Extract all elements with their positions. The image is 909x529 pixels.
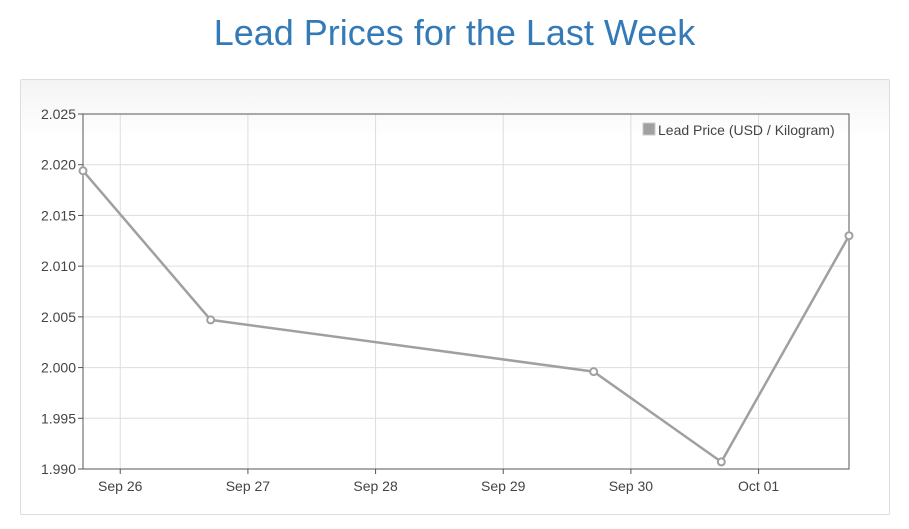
x-tick-label: Sep 29 — [481, 478, 526, 494]
y-tick-label: 2.000 — [41, 360, 76, 376]
data-point[interactable] — [589, 367, 599, 377]
legend-swatch — [642, 122, 656, 136]
y-tick-label: 2.025 — [41, 106, 76, 122]
y-tick-label: 2.020 — [41, 157, 76, 173]
legend-label: Lead Price (USD / Kilogram) — [658, 122, 835, 138]
legend: Lead Price (USD / Kilogram) — [642, 122, 835, 138]
y-tick-label: 2.010 — [41, 258, 76, 274]
x-tick-label: Sep 26 — [98, 478, 143, 494]
y-tick-label: 1.990 — [41, 461, 76, 477]
y-axis-ticks: 1.990 1.995 2.000 2.005 2.010 2.015 2.020 2.025 — [41, 106, 83, 477]
y-tick-label: 2.005 — [41, 309, 76, 325]
x-tick-label: Sep 30 — [609, 478, 654, 494]
x-tick-label: Oct 01 — [738, 478, 779, 494]
series-layer — [78, 166, 854, 467]
x-axis-ticks: Sep 26 Sep 27 Sep 28 Sep 29 Sep 30 Oct 01 — [98, 469, 779, 494]
data-point[interactable] — [206, 315, 216, 325]
x-tick-label: Sep 27 — [226, 478, 271, 494]
x-tick-label: Sep 28 — [353, 478, 398, 494]
data-point[interactable] — [716, 457, 726, 467]
plot-frame — [82, 113, 850, 470]
chart-card — [20, 79, 890, 515]
data-point[interactable] — [844, 231, 854, 241]
grid-lines — [83, 113, 849, 470]
y-tick-label: 2.015 — [41, 207, 76, 223]
page-title: Lead Prices for the Last Week — [213, 12, 696, 53]
y-tick-label: 1.995 — [41, 410, 76, 426]
data-point[interactable] — [78, 166, 88, 176]
